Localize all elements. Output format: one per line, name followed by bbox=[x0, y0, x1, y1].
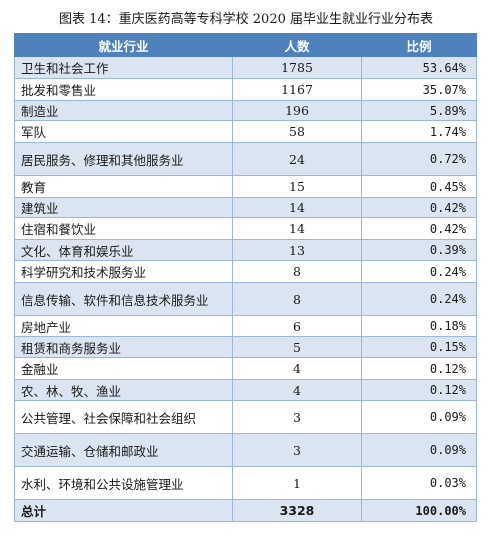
ratio-cell: 0.03% bbox=[361, 466, 477, 500]
count-cell: 8 bbox=[232, 282, 362, 316]
ratio-cell: 0.18% bbox=[361, 315, 477, 337]
ratio-cell: 0.42% bbox=[361, 217, 477, 240]
table-body: 卫生和社会工作 1785 53.64% 批发和零售业 1167 35.07% 制造业 196 5… bbox=[14, 56, 477, 522]
count-cell: 1785 bbox=[232, 56, 362, 79]
count-cell: 1 bbox=[232, 466, 362, 500]
industry-cell: 居民服务、修理和其他服务业 bbox=[14, 142, 233, 176]
table-row: 卫生和社会工作 1785 53.64% bbox=[14, 56, 477, 79]
industry-cell: 水利、环境和公共设施管理业 bbox=[14, 466, 233, 500]
count-cell: 4 bbox=[232, 379, 362, 401]
table-row: 制造业 196 5.89% bbox=[14, 100, 477, 121]
table-row: 水利、环境和公共设施管理业 1 0.03% bbox=[14, 466, 477, 500]
column-header-ratio: 比例 bbox=[361, 33, 477, 57]
count-cell: 14 bbox=[232, 197, 362, 218]
industry-cell: 批发和零售业 bbox=[14, 78, 233, 101]
industry-cell: 军队 bbox=[14, 120, 233, 143]
column-header-industry: 就业行业 bbox=[14, 33, 233, 57]
count-cell: 196 bbox=[232, 100, 362, 121]
table-row: 公共管理、社会保障和社会组织 3 0.09% bbox=[14, 400, 477, 434]
ratio-cell: 35.07% bbox=[361, 78, 477, 101]
total-row: 总计 3328 100.00% bbox=[14, 499, 477, 522]
count-cell: 8 bbox=[232, 260, 362, 283]
industry-cell: 卫生和社会工作 bbox=[14, 56, 233, 79]
industry-cell: 文化、体育和娱乐业 bbox=[14, 239, 233, 261]
count-cell: 14 bbox=[232, 217, 362, 240]
industry-cell: 科学研究和技术服务业 bbox=[14, 260, 233, 283]
industry-cell: 交通运输、仓储和邮政业 bbox=[14, 433, 233, 467]
industry-cell: 农、林、牧、渔业 bbox=[14, 379, 233, 401]
industry-cell: 租赁和商务服务业 bbox=[14, 336, 233, 358]
industry-cell: 住宿和餐饮业 bbox=[14, 217, 233, 240]
table-row: 教育 15 0.45% bbox=[14, 175, 477, 198]
industry-cell: 金融业 bbox=[14, 357, 233, 380]
table-header-row: 就业行业 人数 比例 bbox=[14, 33, 477, 57]
industry-cell: 信息传输、软件和信息技术服务业 bbox=[14, 282, 233, 316]
count-cell: 15 bbox=[232, 175, 362, 198]
industry-cell: 教育 bbox=[14, 175, 233, 198]
table-row: 批发和零售业 1167 35.07% bbox=[14, 78, 477, 101]
count-cell: 5 bbox=[232, 336, 362, 358]
ratio-cell: 0.45% bbox=[361, 175, 477, 198]
industry-cell: 建筑业 bbox=[14, 197, 233, 218]
employment-industry-table: 就业行业 人数 比例 卫生和社会工作 1785 53.64% 批发和零售业 1167 35… bbox=[14, 33, 477, 522]
ratio-cell: 0.12% bbox=[361, 379, 477, 401]
ratio-cell: 0.15% bbox=[361, 336, 477, 358]
industry-cell: 制造业 bbox=[14, 100, 233, 121]
count-cell: 13 bbox=[232, 239, 362, 261]
industry-cell: 公共管理、社会保障和社会组织 bbox=[14, 400, 233, 434]
count-cell: 24 bbox=[232, 142, 362, 176]
count-cell: 3 bbox=[232, 400, 362, 434]
table-row: 农、林、牧、渔业 4 0.12% bbox=[14, 379, 477, 401]
count-cell: 1167 bbox=[232, 78, 362, 101]
ratio-cell: 0.12% bbox=[361, 357, 477, 380]
ratio-cell: 0.72% bbox=[361, 142, 477, 176]
ratio-cell: 0.42% bbox=[361, 197, 477, 218]
ratio-cell: 0.24% bbox=[361, 282, 477, 316]
total-label-cell: 总计 bbox=[14, 499, 233, 522]
count-cell: 6 bbox=[232, 315, 362, 337]
table-row: 居民服务、修理和其他服务业 24 0.72% bbox=[14, 142, 477, 176]
count-cell: 58 bbox=[232, 120, 362, 143]
total-count-cell: 3328 bbox=[232, 499, 362, 522]
table-row: 租赁和商务服务业 5 0.15% bbox=[14, 336, 477, 358]
table-row: 军队 58 1.74% bbox=[14, 120, 477, 143]
table-row: 科学研究和技术服务业 8 0.24% bbox=[14, 260, 477, 283]
ratio-cell: 5.89% bbox=[361, 100, 477, 121]
ratio-cell: 0.39% bbox=[361, 239, 477, 261]
table-row: 住宿和餐饮业 14 0.42% bbox=[14, 217, 477, 240]
table-row: 文化、体育和娱乐业 13 0.39% bbox=[14, 239, 477, 261]
table-row: 交通运输、仓储和邮政业 3 0.09% bbox=[14, 433, 477, 467]
ratio-cell: 1.74% bbox=[361, 120, 477, 143]
ratio-cell: 53.64% bbox=[361, 56, 477, 79]
ratio-cell: 0.09% bbox=[361, 400, 477, 434]
industry-cell: 房地产业 bbox=[14, 315, 233, 337]
ratio-cell: 0.09% bbox=[361, 433, 477, 467]
table-row: 房地产业 6 0.18% bbox=[14, 315, 477, 337]
table-row: 金融业 4 0.12% bbox=[14, 357, 477, 380]
ratio-cell: 0.24% bbox=[361, 260, 477, 283]
count-cell: 4 bbox=[232, 357, 362, 380]
table-row: 信息传输、软件和信息技术服务业 8 0.24% bbox=[14, 282, 477, 316]
table-caption: 图表 14：重庆医药高等专科学校 2020 届毕业生就业行业分布表 bbox=[58, 12, 434, 27]
table-row: 建筑业 14 0.42% bbox=[14, 197, 477, 218]
count-cell: 3 bbox=[232, 433, 362, 467]
column-header-count: 人数 bbox=[232, 33, 362, 57]
total-ratio-cell: 100.00% bbox=[361, 499, 477, 522]
